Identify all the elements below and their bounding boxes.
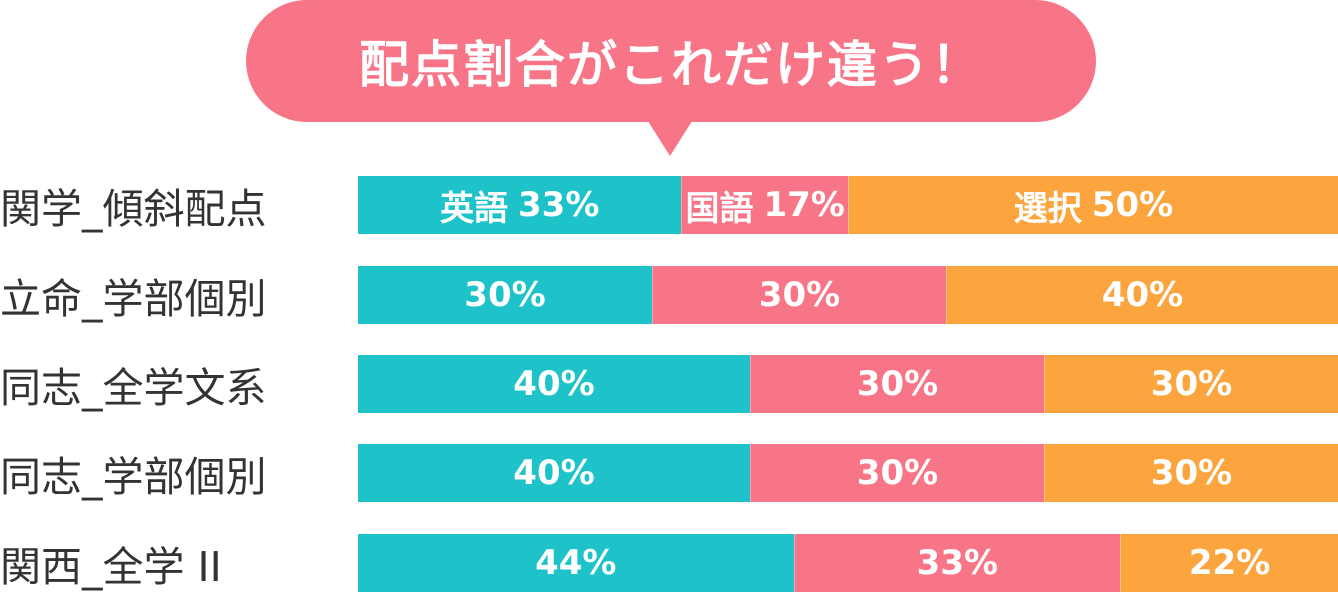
bar-row: 同志_学部個別 40% 30% 30%	[0, 444, 1338, 502]
bar-segment: 33%	[793, 534, 1121, 592]
bar-segment: 30%	[750, 355, 1044, 413]
bar-segment: 国語 17%	[681, 176, 848, 234]
bar-track: 40% 30% 30%	[358, 355, 1338, 413]
category-label: 同志_全学文系	[0, 364, 267, 412]
data-label: 33%	[518, 185, 600, 225]
bar-segment: 30%	[1044, 355, 1338, 413]
data-label: 30%	[1150, 364, 1233, 404]
title-bubble-tail	[646, 118, 694, 156]
bar-segment: 30%	[750, 444, 1044, 502]
data-label: 30%	[464, 275, 546, 315]
data-label: 44%	[535, 543, 617, 583]
title-bubble: 配点割合がこれだけ違う！	[246, 0, 1096, 122]
bar-row: 関学_傾斜配点 英語 33% 国語 17% 選択 50%	[0, 176, 1338, 234]
category-label: 関学_傾斜配点	[0, 185, 267, 233]
bar-track: 40% 30% 30%	[358, 444, 1338, 502]
bar-track: 英語 33% 国語 17% 選択 50%	[358, 176, 1338, 234]
bar-segment: 英語 33%	[358, 176, 682, 234]
data-label: 30%	[856, 453, 939, 493]
category-label: 関西_全学 II	[0, 543, 222, 591]
series-label: 英語	[440, 188, 508, 229]
bar-track: 30% 30% 40%	[358, 266, 1338, 324]
bar-row: 同志_全学文系 40% 30% 30%	[0, 355, 1338, 413]
data-label: 40%	[513, 364, 595, 404]
data-label: 40%	[513, 453, 595, 493]
chart-title: 配点割合がこれだけ違う！	[359, 36, 983, 94]
bar-row: 立命_学部個別 30% 30% 40%	[0, 266, 1338, 324]
bar-segment: 40%	[946, 266, 1338, 324]
bar-segment: 30%	[1044, 444, 1338, 502]
data-label: 22%	[1188, 543, 1271, 583]
series-label: 選択	[1013, 188, 1082, 229]
data-label: 30%	[1150, 453, 1233, 493]
bar-segment: 選択 50%	[847, 176, 1338, 234]
bar-track: 44% 33% 22%	[358, 534, 1338, 592]
category-label: 同志_学部個別	[0, 453, 267, 501]
series-label: 国語	[685, 188, 754, 229]
bar-segment: 22%	[1120, 534, 1338, 592]
bar-segment: 40%	[358, 444, 750, 502]
data-label: 17%	[763, 185, 845, 225]
bar-segment: 44%	[358, 534, 794, 592]
data-label: 40%	[1101, 275, 1184, 315]
bar-segment: 30%	[652, 266, 946, 324]
data-label: 30%	[758, 275, 841, 315]
bar-segment: 40%	[358, 355, 750, 413]
category-label: 立命_学部個別	[0, 275, 267, 323]
data-label: 33%	[916, 543, 999, 583]
data-label: 50%	[1091, 185, 1174, 225]
data-label: 30%	[856, 364, 939, 404]
bar-segment: 30%	[358, 266, 652, 324]
bar-row: 関西_全学 II 44% 33% 22%	[0, 534, 1338, 592]
